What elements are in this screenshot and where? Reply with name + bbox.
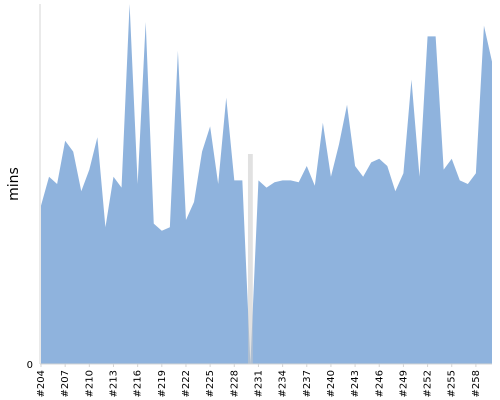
data-point-#212[interactable] <box>103 225 107 229</box>
data-point-#209[interactable] <box>79 189 83 193</box>
data-point-#221[interactable] <box>176 49 180 53</box>
data-point-#254[interactable] <box>442 168 446 172</box>
x-tick-label: #246 <box>374 370 385 397</box>
x-tick-label: #216 <box>133 370 144 397</box>
data-point-#257[interactable] <box>466 182 470 186</box>
data-point-#226[interactable] <box>216 182 220 186</box>
x-tick-label: #234 <box>278 370 289 397</box>
data-point-#247[interactable] <box>385 164 389 168</box>
data-point-undefined[interactable] <box>490 60 494 64</box>
data-point-#234[interactable] <box>281 178 285 182</box>
data-point-#259[interactable] <box>482 24 486 28</box>
duration-area <box>41 4 492 364</box>
x-tick-label: #225 <box>205 370 216 397</box>
data-point-#232[interactable] <box>265 186 269 190</box>
data-point-#242[interactable] <box>345 103 349 107</box>
x-tick-label: #237 <box>302 370 313 397</box>
data-point-#206[interactable] <box>55 182 59 186</box>
x-tick-label: #252 <box>423 370 434 397</box>
data-point-#255[interactable] <box>450 157 454 161</box>
data-point-#217[interactable] <box>144 20 148 24</box>
data-point-#241[interactable] <box>337 142 341 146</box>
failed-build-marker <box>247 154 253 364</box>
x-tick-label: #255 <box>447 370 458 397</box>
data-point-#253[interactable] <box>434 34 438 38</box>
data-point-#235[interactable] <box>289 178 293 182</box>
data-point-#246[interactable] <box>377 157 381 161</box>
data-point-#220[interactable] <box>168 225 172 229</box>
data-point-#225[interactable] <box>208 124 212 128</box>
data-point-#245[interactable] <box>369 160 373 164</box>
data-point-#211[interactable] <box>95 135 99 139</box>
data-point-#219[interactable] <box>160 229 164 233</box>
data-point-#227[interactable] <box>224 96 228 100</box>
data-point-#207[interactable] <box>63 139 67 143</box>
data-point-#229[interactable] <box>240 178 244 182</box>
data-point-#240[interactable] <box>329 175 333 179</box>
data-point-#239[interactable] <box>321 121 325 125</box>
x-tick-label: #258 <box>471 370 482 397</box>
data-point-#250[interactable] <box>409 78 413 82</box>
data-point-#213[interactable] <box>111 175 115 179</box>
x-tick-label: #228 <box>229 370 240 397</box>
series-layer <box>41 2 494 364</box>
x-tick-label: #219 <box>157 370 168 397</box>
data-point-#223[interactable] <box>192 200 196 204</box>
data-point-#237[interactable] <box>305 164 309 168</box>
data-point-#218[interactable] <box>152 222 156 226</box>
data-point-#215[interactable] <box>128 2 132 6</box>
y-tick-layer: 0 <box>27 360 33 371</box>
data-point-#258[interactable] <box>474 171 478 175</box>
data-point-#244[interactable] <box>361 175 365 179</box>
data-point-#233[interactable] <box>273 180 277 184</box>
x-tick-label: #213 <box>108 370 119 397</box>
data-point-#231[interactable] <box>256 178 260 182</box>
data-point-#248[interactable] <box>393 189 397 193</box>
data-point-#236[interactable] <box>297 180 301 184</box>
data-point-#243[interactable] <box>353 164 357 168</box>
x-tick-label: #240 <box>326 370 337 397</box>
data-point-#228[interactable] <box>232 178 236 182</box>
data-point-#251[interactable] <box>418 175 422 179</box>
data-point-#249[interactable] <box>401 171 405 175</box>
y-axis-label: mins <box>6 167 22 201</box>
data-point-#222[interactable] <box>184 218 188 222</box>
data-point-#256[interactable] <box>458 178 462 182</box>
x-tick-label: #207 <box>60 370 71 397</box>
x-tick-layer: #204 #207 #210 #213 #216 #219 #222 #225 #228 #231… <box>36 364 482 397</box>
data-point-#214[interactable] <box>120 186 124 190</box>
x-tick-label: #210 <box>84 370 95 397</box>
x-tick-label: #222 <box>181 370 192 397</box>
data-point-#205[interactable] <box>47 175 51 179</box>
x-tick-label: #231 <box>253 370 264 397</box>
x-tick-label: #204 <box>36 370 47 397</box>
data-point-#224[interactable] <box>200 150 204 154</box>
y-tick-label: 0 <box>27 360 33 371</box>
data-point-#238[interactable] <box>313 184 317 188</box>
x-tick-label: #249 <box>398 370 409 397</box>
data-point-#252[interactable] <box>426 34 430 38</box>
data-point-#210[interactable] <box>87 168 91 172</box>
data-point-#216[interactable] <box>136 182 140 186</box>
data-point-#208[interactable] <box>71 150 75 154</box>
x-tick-label: #243 <box>350 370 361 397</box>
